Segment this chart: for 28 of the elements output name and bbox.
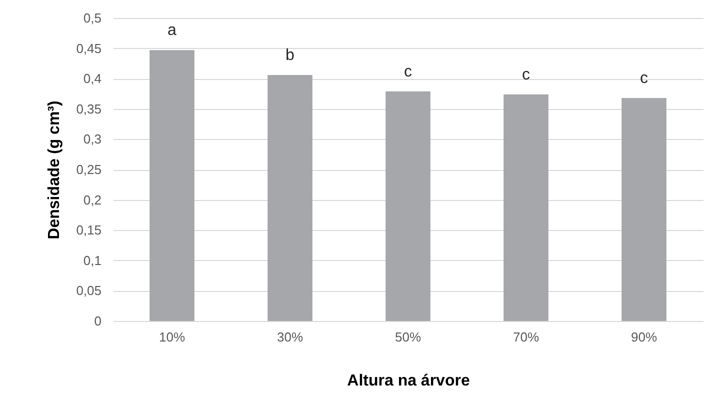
x-axis-title: Altura na árvore	[347, 372, 470, 390]
annotation: c	[404, 63, 412, 80]
annotation: a	[168, 22, 177, 40]
bar	[150, 50, 194, 321]
y-tick-label: 0,45	[76, 40, 102, 56]
bar	[268, 74, 312, 321]
annotation: c	[640, 70, 648, 87]
x-tick-label: 50%	[394, 330, 422, 344]
bar	[622, 98, 666, 321]
y-tick-label: 0	[94, 314, 102, 328]
x-tick-label: 90%	[630, 330, 658, 344]
y-tick-label: 0,3	[83, 132, 102, 147]
y-tick-label: 0,5	[83, 10, 102, 26]
y-tick-label: 0,15	[76, 222, 102, 238]
y-tick-label: 0,35	[76, 101, 102, 116]
y-tick-label: 0,25	[76, 162, 102, 177]
y-tick-label: 0,2	[83, 192, 102, 208]
x-tick-label: 30%	[276, 330, 304, 344]
x-tick-label: 10%	[158, 330, 186, 344]
y-tick-label: 0,4	[83, 71, 102, 86]
y-tick-label: 0,1	[83, 252, 102, 268]
y-axis-title: Densidade (g cm³)	[46, 100, 64, 240]
x-tick-label: 70%	[512, 330, 540, 344]
y-tick-label: 0,05	[76, 283, 102, 298]
annotation: c	[522, 66, 530, 84]
bar	[386, 91, 430, 321]
bar	[504, 94, 548, 321]
annotation: b	[286, 46, 295, 64]
